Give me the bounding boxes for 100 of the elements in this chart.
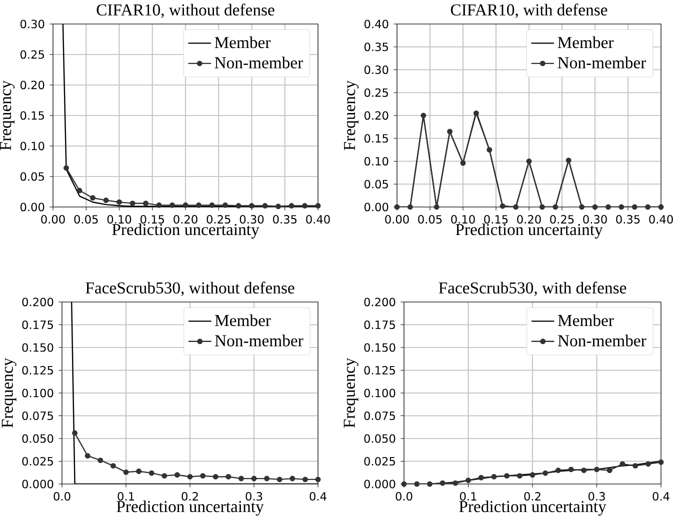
point xyxy=(64,165,69,171)
point xyxy=(136,468,142,474)
point xyxy=(98,458,104,464)
point xyxy=(632,463,638,469)
point xyxy=(447,128,453,134)
point xyxy=(130,200,136,206)
point xyxy=(148,470,154,476)
y-tick-label: 0.35 xyxy=(364,42,388,52)
x-tick-label: 0.25 xyxy=(206,215,230,224)
y-tick-label: 0.150 xyxy=(364,343,396,352)
point xyxy=(209,202,215,208)
point xyxy=(542,470,548,476)
legend-label: Member xyxy=(214,36,271,48)
point xyxy=(170,202,175,208)
y-tick-label: 0.05 xyxy=(20,172,44,181)
y-tick-label: 0.00 xyxy=(364,202,388,212)
y-tick-label: 0.075 xyxy=(364,411,395,420)
y-tick-label: 0.20 xyxy=(364,111,388,120)
point xyxy=(182,202,188,208)
point xyxy=(315,476,321,482)
x-tick-label: 0.10 xyxy=(107,215,132,224)
point xyxy=(262,203,268,209)
point xyxy=(645,461,651,467)
point xyxy=(539,204,545,210)
x-tick-label: 0.3 xyxy=(588,492,605,501)
y-tick-label: 0.15 xyxy=(364,134,388,143)
x-axis-title: Prediction uncertainty xyxy=(116,500,264,516)
x-tick-label: 0.2 xyxy=(524,492,540,501)
point xyxy=(143,200,148,206)
y-tick-label: 0.30 xyxy=(364,65,388,74)
point xyxy=(460,160,466,166)
y-tick-label: 0.200 xyxy=(364,298,396,306)
point xyxy=(251,476,257,482)
point xyxy=(504,473,510,479)
point xyxy=(452,480,458,486)
point xyxy=(276,476,282,482)
y-tick-label: 0.175 xyxy=(364,320,395,330)
point xyxy=(420,112,426,118)
point xyxy=(414,481,420,487)
y-tick-label: 0.050 xyxy=(22,434,54,443)
point xyxy=(516,473,522,479)
point xyxy=(530,472,536,478)
y-axis-title: Frequency xyxy=(344,358,358,428)
x-tick-label: 0.4 xyxy=(652,492,670,501)
point xyxy=(123,469,129,475)
x-axis-title: Prediction uncertainty xyxy=(459,500,606,516)
point xyxy=(200,473,206,479)
point xyxy=(478,474,484,480)
point xyxy=(466,478,471,484)
y-tick-label: 0.000 xyxy=(364,480,396,488)
point xyxy=(236,203,242,209)
y-tick-label: 0.20 xyxy=(20,80,44,90)
point xyxy=(579,204,585,210)
x-tick-label: 0.25 xyxy=(550,215,574,224)
y-axis-title: Frequency xyxy=(344,80,359,150)
point xyxy=(226,474,232,480)
point xyxy=(288,203,294,209)
point xyxy=(394,204,400,210)
x-tick-label: 0.1 xyxy=(460,492,476,501)
point xyxy=(156,202,162,208)
point xyxy=(302,476,308,482)
point xyxy=(162,473,168,479)
x-tick-label: 0.15 xyxy=(484,215,508,224)
legend-label: Non-member xyxy=(558,334,646,346)
point xyxy=(196,202,202,208)
chart-title: FaceScrub530, without defense xyxy=(86,282,294,296)
x-tick-label: 0.20 xyxy=(174,215,198,224)
x-tick-label: 0.40 xyxy=(649,215,673,224)
point xyxy=(592,204,598,210)
point xyxy=(581,468,587,474)
point xyxy=(606,468,612,474)
point xyxy=(407,204,413,210)
y-tick-label: 0.050 xyxy=(364,434,396,443)
x-tick-label: 0.15 xyxy=(140,215,164,224)
chart-title: CIFAR10, without defense xyxy=(96,4,274,18)
y-tick-label: 0.075 xyxy=(22,411,53,420)
y-tick-label: 0.175 xyxy=(22,320,53,330)
point xyxy=(526,158,532,164)
legend-label: Non-member xyxy=(215,334,304,346)
point xyxy=(103,198,109,204)
point xyxy=(222,202,228,208)
point xyxy=(632,204,638,210)
point xyxy=(618,204,624,210)
point xyxy=(174,472,180,478)
legend-label: Member xyxy=(558,36,614,48)
point xyxy=(552,204,558,210)
y-tick-label: 0.00 xyxy=(20,202,44,212)
y-tick-label: 0.000 xyxy=(22,480,54,488)
point xyxy=(76,188,82,194)
y-axis-title: Frequency xyxy=(2,358,16,428)
y-tick-label: 0.150 xyxy=(22,343,54,352)
y-tick-label: 0.05 xyxy=(364,180,388,188)
y-tick-label: 0.125 xyxy=(22,366,53,375)
x-tick-label: 0.40 xyxy=(306,215,330,224)
x-tick-label: 0.20 xyxy=(517,215,541,224)
y-tick-label: 0.25 xyxy=(20,50,44,59)
point xyxy=(513,204,519,210)
x-tick-label: 0.05 xyxy=(74,215,98,224)
y-tick-label: 0.15 xyxy=(20,111,44,120)
y-tick-label: 0.10 xyxy=(20,142,44,150)
